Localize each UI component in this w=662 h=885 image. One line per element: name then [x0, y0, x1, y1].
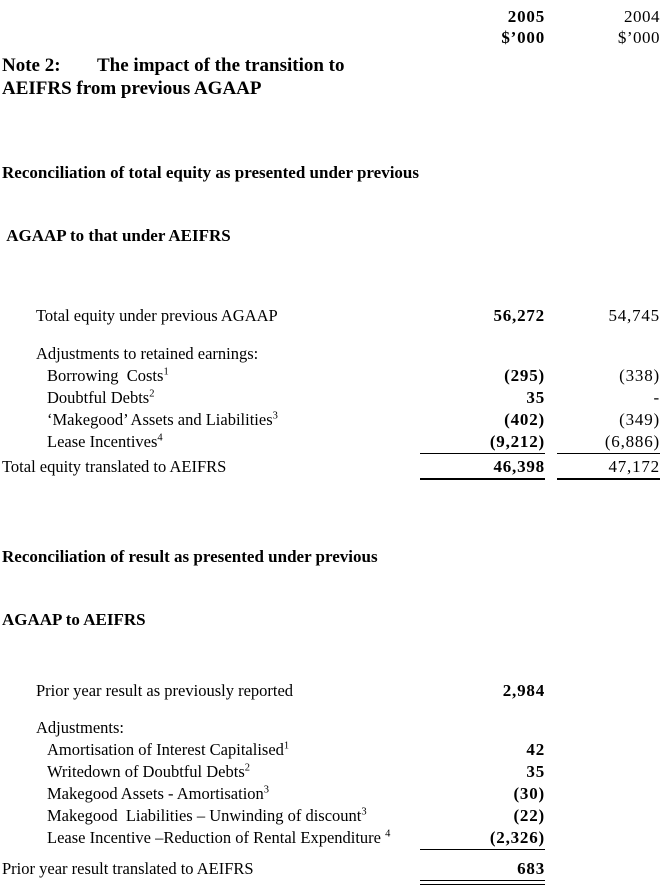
value-2005: (22): [513, 806, 545, 825]
column-unit-2004: $’000: [617, 28, 660, 47]
row-adjustments: Adjustments:: [2, 717, 660, 739]
row-label: Makegood Liabilities – Unwinding of disc…: [47, 806, 367, 825]
value-2005: (2,326): [420, 827, 545, 850]
row-label: Amortisation of Interest Capitalised1: [47, 740, 290, 759]
note-title-line1: Note 2: The impact of the transition to: [2, 54, 660, 77]
value-2005: (30): [513, 784, 545, 803]
section-heading-result: Reconciliation of result as presented un…: [2, 504, 660, 672]
section-heading-line2: AGAAP to AEIFRS: [2, 610, 146, 629]
value-2005: 42: [526, 740, 545, 759]
value-2005: 35: [526, 762, 545, 781]
row-label: Prior year result translated to AEIFRS: [2, 859, 254, 878]
row-borrowing-costs: Borrowing Costs1 (295) (338): [2, 365, 660, 387]
row-amortisation-interest-capitalised: Amortisation of Interest Capitalised1 42: [2, 739, 660, 761]
column-header-2005: 2005: [507, 7, 545, 26]
column-header-years: 2005 2004: [2, 6, 660, 27]
row-label: Prior year result as previously reported: [36, 681, 294, 700]
value-2004: -: [653, 388, 660, 407]
row-doubtful-debts: Doubtful Debts2 35 -: [2, 387, 660, 409]
row-label: Total equity under previous AGAAP: [36, 306, 278, 325]
note-title-text: The impact of the transition to: [97, 55, 345, 76]
row-makegood-assets-amortisation: Makegood Assets - Amortisation3 (30): [2, 783, 660, 805]
row-label: Makegood Assets - Amortisation3: [47, 784, 270, 803]
row-prior-year-result-translated: Prior year result translated to AEIFRS 6…: [2, 858, 660, 885]
row-label: Lease Incentive –Reduction of Rental Exp…: [47, 828, 391, 847]
row-label: ‘Makegood’ Assets and Liabilities3: [47, 410, 278, 429]
row-adjustments-retained-earnings: Adjustments to retained earnings:: [2, 343, 660, 365]
row-makegood-assets-liabilities: ‘Makegood’ Assets and Liabilities3 (402)…: [2, 409, 660, 431]
row-label: Total equity translated to AEIFRS: [2, 457, 227, 476]
row-prior-year-result-reported: Prior year result as previously reported…: [2, 680, 660, 702]
row-lease-incentive-rental-expenditure: Lease Incentive –Reduction of Rental Exp…: [2, 827, 660, 850]
row-label: Borrowing Costs1: [47, 366, 169, 385]
row-total-equity-previous-agaap: Total equity under previous AGAAP 56,272…: [2, 305, 660, 327]
note-number: Note 2:: [2, 55, 61, 76]
row-label: Writedown of Doubtful Debts2: [47, 762, 251, 781]
row-writedown-doubtful-debts: Writedown of Doubtful Debts2 35: [2, 761, 660, 783]
value-2004: 54,745: [608, 306, 660, 325]
value-2005: 683: [420, 858, 545, 885]
value-2005: 35: [526, 388, 545, 407]
row-label: Adjustments to retained earnings:: [36, 344, 259, 363]
value-2005: (402): [504, 410, 545, 429]
column-header-units: $’000 $’000: [2, 27, 660, 48]
value-2004: (349): [619, 410, 660, 429]
note-title: Note 2: The impact of the transition to A…: [2, 54, 660, 100]
section-heading-line2: AGAAP to that under AEIFRS: [2, 226, 231, 245]
section-heading-line1: Reconciliation of result as presented un…: [2, 547, 378, 566]
row-label: Adjustments:: [36, 718, 125, 737]
column-header-2004: 2004: [624, 7, 660, 26]
value-2005: 46,398: [420, 456, 545, 480]
column-unit-2005: $’000: [501, 28, 545, 47]
value-2005: 56,272: [493, 306, 545, 325]
value-2004: 47,172: [557, 456, 660, 480]
section-heading-total-equity: Reconciliation of total equity as presen…: [2, 120, 660, 288]
row-label: Lease Incentives4: [47, 432, 163, 451]
row-makegood-liabilities-unwinding: Makegood Liabilities – Unwinding of disc…: [2, 805, 660, 827]
value-2004: (6,886): [557, 431, 660, 454]
section-heading-line1: Reconciliation of total equity as presen…: [2, 163, 419, 182]
value-2005: (295): [504, 366, 545, 385]
row-label: Doubtful Debts2: [47, 388, 155, 407]
note-title-line2: AEIFRS from previous AGAAP: [2, 78, 262, 99]
row-lease-incentives: Lease Incentives4 (9,212) (6,886): [2, 431, 660, 454]
value-2004: (338): [619, 366, 660, 385]
value-2005: 2,984: [502, 681, 545, 700]
value-2005: (9,212): [420, 431, 545, 454]
row-total-equity-translated: Total equity translated to AEIFRS 46,398…: [2, 456, 660, 480]
